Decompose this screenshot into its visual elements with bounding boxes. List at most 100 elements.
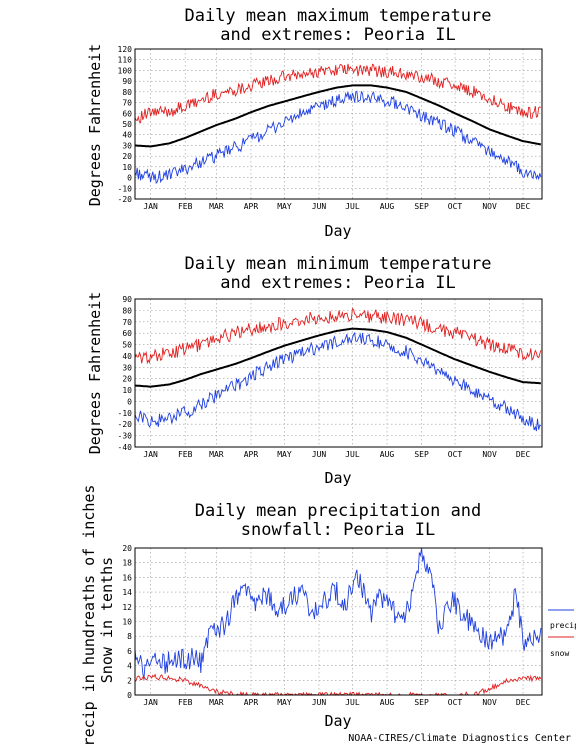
series-lines: [134, 63, 542, 184]
chart-title-line-2: and extremes: Peoria IL: [220, 273, 455, 293]
y-tick-label: 0: [127, 397, 132, 406]
y-tick-label: -30: [118, 432, 133, 441]
plot-frame: [134, 48, 543, 200]
precipitation-panel: Daily mean precipitation and snowfall: P…: [80, 485, 576, 745]
grid-lines: [135, 49, 542, 199]
x-tick-label: AUG: [380, 450, 395, 459]
x-tick-label: NOV: [482, 202, 497, 211]
x-tick-label: AUG: [380, 202, 395, 211]
x-tick-label: OCT: [448, 450, 463, 459]
x-tick-label: JAN: [143, 202, 158, 211]
x-tick-label: SEP: [414, 202, 429, 211]
max-temperature-panel: Daily mean maximum temperature and extre…: [86, 6, 543, 240]
y-tick-label: -20: [118, 195, 133, 204]
y-tick-label: 4: [127, 662, 132, 671]
y-tick-label: 80: [122, 306, 132, 315]
plot-frame: [134, 298, 543, 448]
series-record-low-line: [134, 90, 542, 184]
series-mean-line: [134, 327, 541, 388]
x-tick-label: NOV: [482, 450, 497, 459]
x-tick-label: DEC: [516, 202, 531, 211]
y-tick-label: -10: [118, 409, 133, 418]
x-tick-label: MAR: [209, 698, 224, 707]
x-axis-label: Day: [324, 469, 351, 487]
y-tick-label: 12: [122, 603, 132, 612]
series-record-high-line: [134, 307, 542, 365]
x-tick-label: JUL: [345, 450, 360, 459]
x-tick-label: FEB: [178, 450, 193, 459]
y-tick-label: 10: [122, 386, 132, 395]
y-tick-label: 20: [122, 544, 132, 553]
chart-title-line-1: Daily mean minimum temperature: [184, 254, 491, 274]
x-tick-label: APR: [244, 202, 259, 211]
y-axis-label: Degrees Fahrenheit: [86, 292, 104, 455]
x-tick-label: OCT: [448, 202, 463, 211]
x-tick-label: JUL: [345, 202, 360, 211]
credit-text: NOAA-CIRES/Climate Diagnostics Center: [348, 733, 571, 744]
x-tick-label: JUN: [312, 698, 327, 707]
x-tick-label: APR: [244, 698, 259, 707]
y-tick-label: 8: [127, 632, 132, 641]
y-tick-label: 14: [122, 588, 132, 597]
plot-frame: [134, 547, 543, 696]
x-tick-label: APR: [244, 450, 259, 459]
y-tick-label: 18: [122, 559, 132, 568]
x-tick-labels: JAN FEB MAR APR MAY JUN JUL AUG SEP OCT NOV DEC: [143, 450, 530, 459]
x-tick-label: JAN: [143, 698, 158, 707]
x-tick-label: MAR: [209, 202, 224, 211]
legend: precip snow: [548, 609, 576, 658]
y-tick-label: 90: [122, 295, 132, 304]
grid-lines: [135, 548, 542, 695]
y-tick-label: 110: [118, 56, 133, 65]
y-tick-label: 40: [122, 352, 132, 361]
y-tick-label: 2: [127, 676, 132, 685]
x-tick-label: JUN: [312, 202, 327, 211]
x-tick-label: MAY: [277, 202, 292, 211]
chart-title-line-1: Daily mean precipitation and: [195, 501, 482, 521]
y-tick-label: 20: [122, 375, 132, 384]
min-temperature-panel: Daily mean minimum temperature and extre…: [86, 254, 543, 487]
y-axis-label: Degrees Fahrenheit: [86, 44, 104, 207]
x-tick-label: FEB: [178, 202, 193, 211]
y-tick-label: 30: [122, 363, 132, 372]
y-tick-label: 70: [122, 99, 132, 108]
y-tick-label: 100: [118, 66, 133, 75]
series-precip-line: [134, 547, 542, 680]
y-tick-label: 16: [122, 573, 132, 582]
series-record-low-line: [134, 331, 542, 432]
series-mean-line: [134, 84, 542, 148]
y-tick-label: -40: [118, 443, 133, 452]
y-tick-label: 30: [122, 141, 132, 150]
y-tick-labels: -40 -30 -20 -10 0 10 20 30 40 50 60 70 80 90: [118, 295, 133, 452]
y-tick-label: 60: [122, 109, 132, 118]
y-tick-label: 0: [127, 691, 132, 700]
x-axis-label: Day: [324, 222, 351, 240]
y-tick-label: 20: [122, 152, 132, 161]
x-tick-label: MAY: [277, 698, 292, 707]
y-axis-label-line-1: Precip in hundreaths of inches: [80, 485, 98, 745]
series-lines: [134, 307, 542, 432]
x-tick-labels: JAN FEB MAR APR MAY JUN JUL AUG SEP OCT NOV DEC: [143, 202, 530, 211]
x-tick-labels: JAN FEB MAR APR MAY JUN JUL AUG SEP OCT NOV DEC: [143, 698, 530, 707]
x-tick-label: OCT: [448, 698, 463, 707]
y-tick-label: 50: [122, 341, 132, 350]
y-tick-label: -20: [118, 420, 133, 429]
legend-precip-label: precip: [550, 621, 576, 630]
x-tick-label: NOV: [482, 698, 497, 707]
y-tick-label: 50: [122, 120, 132, 129]
legend-snow-label: snow: [550, 649, 569, 658]
y-tick-label: 10: [122, 618, 132, 627]
x-tick-label: JUL: [345, 698, 360, 707]
y-tick-label: 0: [127, 174, 132, 183]
y-tick-label: 40: [122, 131, 132, 140]
x-tick-label: MAY: [277, 450, 292, 459]
y-tick-label: 120: [118, 45, 133, 54]
x-tick-label: DEC: [516, 450, 531, 459]
x-tick-label: DEC: [516, 698, 531, 707]
x-tick-label: SEP: [414, 450, 429, 459]
series-snow-line: [134, 673, 542, 697]
chart-title-line-1: Daily mean maximum temperature: [184, 6, 491, 26]
y-tick-label: 80: [122, 88, 132, 97]
